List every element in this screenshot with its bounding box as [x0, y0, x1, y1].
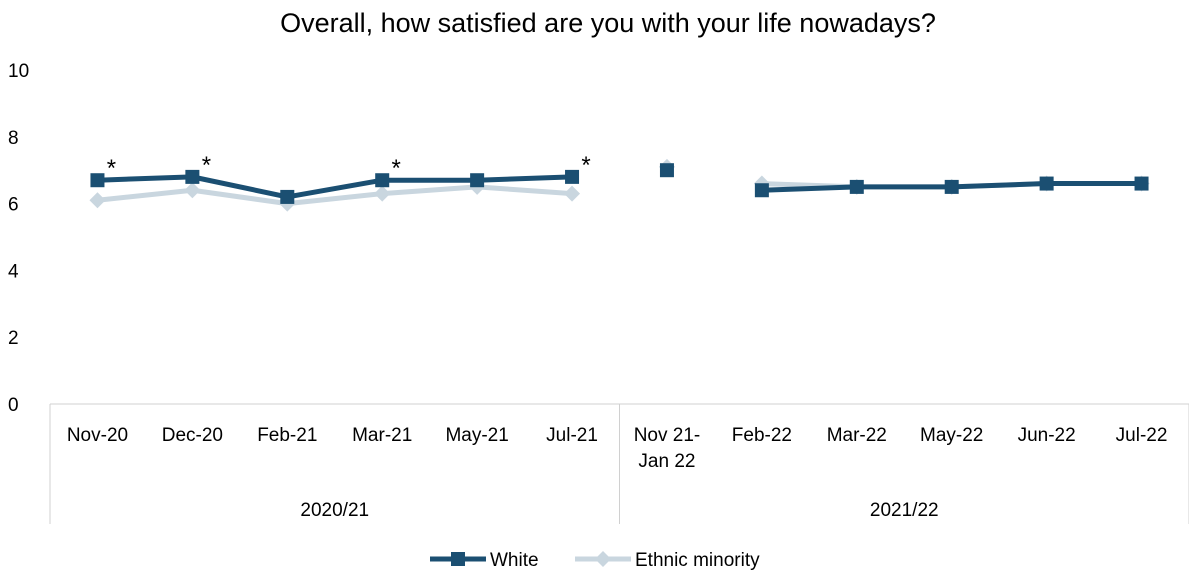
x-tick-label: Dec-20 — [162, 425, 223, 446]
data-point — [849, 179, 864, 194]
y-tick-label: 0 — [8, 395, 19, 416]
data-point — [944, 179, 959, 194]
legend: White Ethnic minority — [430, 550, 760, 571]
data-point — [564, 185, 581, 202]
group-label: 2020/21 — [300, 500, 369, 521]
x-tick-label: Feb-22 — [732, 425, 792, 446]
data-point — [185, 169, 200, 184]
legend-label: White — [490, 550, 539, 571]
legend-marker — [451, 552, 465, 566]
x-tick-label: Jul-21 — [546, 425, 598, 446]
data-point — [565, 169, 580, 184]
significance-marker: * — [202, 152, 211, 179]
significance-marker: * — [107, 155, 116, 182]
x-tick-label: Nov-20 — [67, 425, 128, 446]
significance-marker: * — [581, 152, 590, 179]
x-tick-label: Jan 22 — [638, 451, 695, 472]
data-point — [470, 173, 485, 188]
y-tick-label: 10 — [8, 61, 29, 82]
data-point — [90, 173, 105, 188]
series-white — [90, 163, 1149, 204]
legend-marker — [595, 551, 611, 567]
data-point — [374, 185, 391, 202]
series-layer — [89, 158, 1150, 212]
data-point — [754, 183, 769, 198]
data-point — [659, 163, 674, 178]
legend-label: Ethnic minority — [635, 550, 760, 571]
series-line — [97, 184, 573, 207]
data-point — [1134, 176, 1149, 191]
y-tick-label: 4 — [8, 261, 19, 282]
x-tick-label: May-21 — [445, 425, 508, 446]
y-tick-label: 2 — [8, 328, 19, 349]
axes: 0 2 4 6 8 10 Nov-20 Dec-20 Feb-21 Mar-21 May-21 Jul… — [8, 61, 1189, 524]
x-tick-label: May-22 — [920, 425, 983, 446]
x-tick-label: Nov 21- — [634, 425, 701, 446]
significance-marker: * — [392, 155, 401, 182]
x-tick-label: Jun-22 — [1018, 425, 1076, 446]
group-label: 2021/22 — [870, 500, 939, 521]
data-point — [1039, 176, 1054, 191]
data-point — [89, 192, 106, 209]
data-point — [184, 182, 201, 199]
x-tick-label: Mar-21 — [352, 425, 412, 446]
data-point — [280, 189, 295, 204]
annotations: * * * * — [107, 152, 591, 182]
x-tick-label: Mar-22 — [827, 425, 887, 446]
data-point — [375, 173, 390, 188]
chart-title: Overall, how satisfied are you with your… — [280, 8, 936, 38]
series-line — [97, 174, 573, 200]
x-tick-label: Feb-21 — [257, 425, 317, 446]
y-tick-label: 6 — [8, 195, 19, 216]
y-tick-label: 8 — [8, 128, 19, 149]
legend-item-ethnic-minority: Ethnic minority — [575, 550, 760, 571]
x-tick-label: Jul-22 — [1116, 425, 1168, 446]
legend-item-white: White — [430, 550, 539, 571]
